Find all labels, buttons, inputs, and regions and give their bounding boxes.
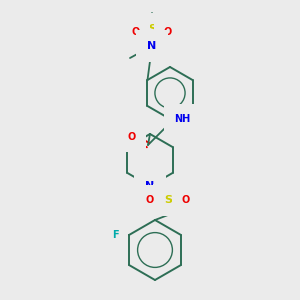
Text: N: N xyxy=(147,41,157,51)
Text: N: N xyxy=(146,181,154,191)
Text: NH: NH xyxy=(174,114,190,124)
Text: S: S xyxy=(148,24,156,34)
Text: O: O xyxy=(164,27,172,37)
Text: O: O xyxy=(146,195,154,205)
Text: S: S xyxy=(164,195,172,205)
Text: O: O xyxy=(132,27,140,37)
Text: F: F xyxy=(112,230,118,240)
Text: O: O xyxy=(128,132,136,142)
Text: O: O xyxy=(182,195,190,205)
